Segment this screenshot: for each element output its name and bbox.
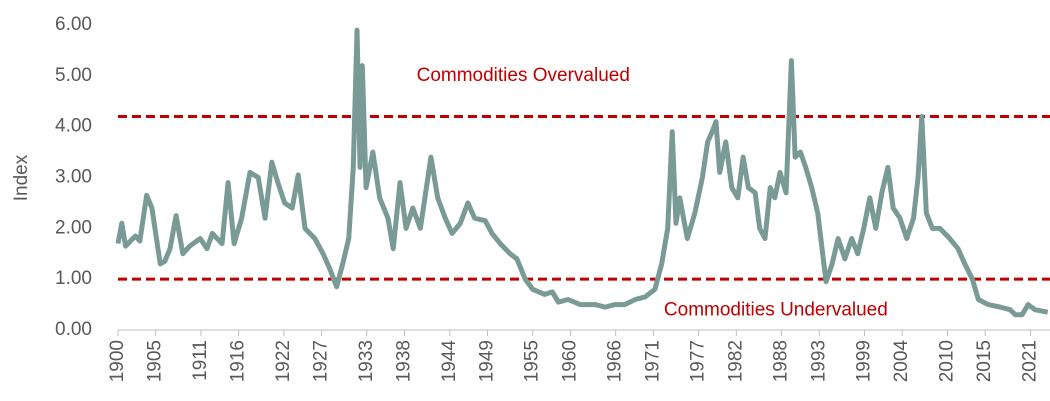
x-tick-label: 1966	[605, 340, 626, 382]
y-axis-label: Index	[11, 154, 32, 201]
y-tick-label: 1.00	[55, 268, 92, 289]
annotation: Commodities Undervalued	[664, 300, 888, 321]
x-tick-label: 1900	[107, 340, 128, 382]
x-tick-label: 1988	[771, 340, 792, 382]
y-tick-label: 0.00	[55, 319, 92, 340]
x-tick-label: 1977	[688, 340, 709, 382]
y-tick-label: 3.00	[55, 167, 92, 188]
annotation: Commodities Overvalued	[417, 65, 630, 86]
x-tick-label: 2021	[1019, 340, 1040, 382]
x-tick-label: 1960	[559, 340, 580, 382]
x-tick-label: 1949	[476, 340, 497, 382]
x-tick-label: 1911	[190, 340, 211, 381]
x-tick-label: 1922	[273, 340, 294, 382]
y-tick-label: 2.00	[55, 217, 92, 238]
x-tick-label: 1993	[808, 340, 829, 382]
x-tick-label: 1955	[522, 340, 543, 382]
x-tick-label: 1933	[356, 340, 377, 382]
y-tick-label: 5.00	[55, 65, 92, 86]
x-tick-label: 1971	[642, 340, 663, 382]
x-tick-label: 1905	[145, 340, 166, 382]
x-tick-label: 1999	[854, 340, 875, 382]
x-tick-label: 1927	[311, 340, 332, 382]
x-tick-label: 2010	[936, 340, 957, 382]
x-tick-label: 1916	[228, 340, 249, 382]
x-tick-label: 1938	[394, 340, 415, 382]
y-tick-label: 6.00	[55, 14, 92, 35]
x-tick-label: 1944	[439, 340, 460, 383]
x-tick-label: 2004	[891, 340, 912, 383]
data-line	[115, 27, 1049, 318]
y-tick-label: 4.00	[55, 116, 92, 137]
x-tick-label: 1982	[725, 340, 746, 382]
x-tick-label: 2015	[974, 340, 995, 382]
